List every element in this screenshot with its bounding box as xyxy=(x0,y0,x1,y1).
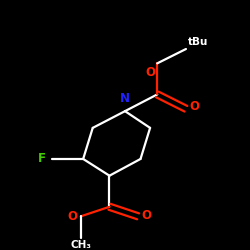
Text: O: O xyxy=(142,209,152,222)
Text: CH₃: CH₃ xyxy=(70,240,91,250)
Text: F: F xyxy=(38,152,46,166)
Text: O: O xyxy=(67,210,77,223)
Text: O: O xyxy=(190,100,200,113)
Text: tBu: tBu xyxy=(188,36,209,46)
Text: N: N xyxy=(120,92,130,105)
Text: O: O xyxy=(145,66,155,79)
